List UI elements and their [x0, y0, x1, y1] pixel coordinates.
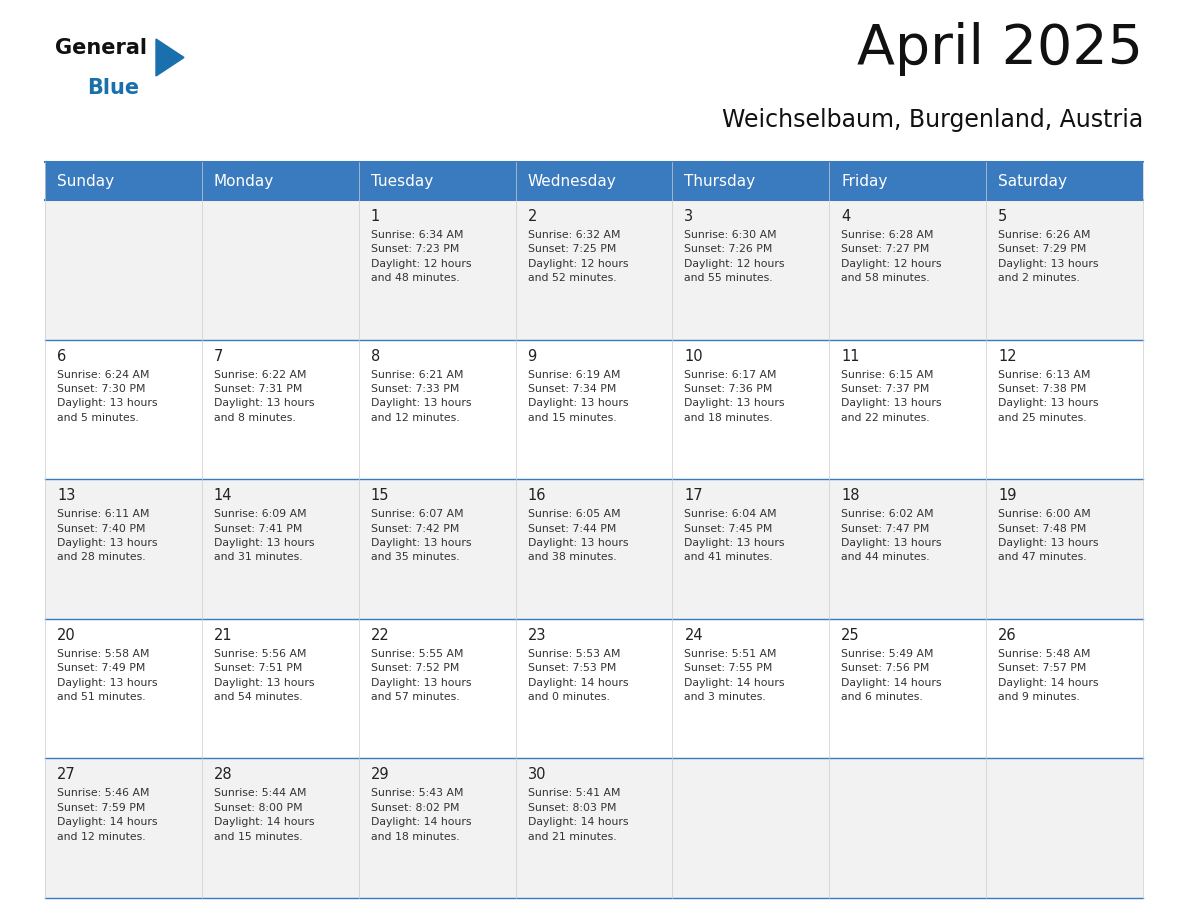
Text: Sunrise: 6:02 AM
Sunset: 7:47 PM
Daylight: 13 hours
and 44 minutes.: Sunrise: 6:02 AM Sunset: 7:47 PM Dayligh…	[841, 509, 942, 563]
Text: Sunrise: 5:55 AM
Sunset: 7:52 PM
Daylight: 13 hours
and 57 minutes.: Sunrise: 5:55 AM Sunset: 7:52 PM Dayligh…	[371, 649, 472, 702]
Text: 21: 21	[214, 628, 233, 643]
Text: 19: 19	[998, 488, 1017, 503]
Text: 5: 5	[998, 209, 1007, 224]
Polygon shape	[156, 39, 184, 76]
Text: 9: 9	[527, 349, 537, 364]
Text: Sunrise: 6:21 AM
Sunset: 7:33 PM
Daylight: 13 hours
and 12 minutes.: Sunrise: 6:21 AM Sunset: 7:33 PM Dayligh…	[371, 370, 472, 423]
Text: Weichselbaum, Burgenland, Austria: Weichselbaum, Burgenland, Austria	[722, 108, 1143, 132]
Bar	[45, 200, 1143, 340]
Text: Sunrise: 5:41 AM
Sunset: 8:03 PM
Daylight: 14 hours
and 21 minutes.: Sunrise: 5:41 AM Sunset: 8:03 PM Dayligh…	[527, 789, 628, 842]
Text: Blue: Blue	[87, 78, 139, 98]
Text: Sunrise: 5:53 AM
Sunset: 7:53 PM
Daylight: 14 hours
and 0 minutes.: Sunrise: 5:53 AM Sunset: 7:53 PM Dayligh…	[527, 649, 628, 702]
Text: Sunrise: 6:13 AM
Sunset: 7:38 PM
Daylight: 13 hours
and 25 minutes.: Sunrise: 6:13 AM Sunset: 7:38 PM Dayligh…	[998, 370, 1099, 423]
Text: Sunrise: 6:30 AM
Sunset: 7:26 PM
Daylight: 12 hours
and 55 minutes.: Sunrise: 6:30 AM Sunset: 7:26 PM Dayligh…	[684, 230, 785, 283]
Text: 3: 3	[684, 209, 694, 224]
Text: 1: 1	[371, 209, 380, 224]
Text: 28: 28	[214, 767, 233, 782]
Text: Sunrise: 6:28 AM
Sunset: 7:27 PM
Daylight: 12 hours
and 58 minutes.: Sunrise: 6:28 AM Sunset: 7:27 PM Dayligh…	[841, 230, 942, 283]
Text: Sunrise: 5:44 AM
Sunset: 8:00 PM
Daylight: 14 hours
and 15 minutes.: Sunrise: 5:44 AM Sunset: 8:00 PM Dayligh…	[214, 789, 315, 842]
Text: Sunrise: 6:07 AM
Sunset: 7:42 PM
Daylight: 13 hours
and 35 minutes.: Sunrise: 6:07 AM Sunset: 7:42 PM Dayligh…	[371, 509, 472, 563]
Text: 12: 12	[998, 349, 1017, 364]
Text: Sunrise: 6:26 AM
Sunset: 7:29 PM
Daylight: 13 hours
and 2 minutes.: Sunrise: 6:26 AM Sunset: 7:29 PM Dayligh…	[998, 230, 1099, 283]
Text: Sunrise: 5:56 AM
Sunset: 7:51 PM
Daylight: 13 hours
and 54 minutes.: Sunrise: 5:56 AM Sunset: 7:51 PM Dayligh…	[214, 649, 315, 702]
Text: Sunrise: 6:17 AM
Sunset: 7:36 PM
Daylight: 13 hours
and 18 minutes.: Sunrise: 6:17 AM Sunset: 7:36 PM Dayligh…	[684, 370, 785, 423]
Text: 18: 18	[841, 488, 860, 503]
Text: 26: 26	[998, 628, 1017, 643]
Bar	[45, 619, 1143, 758]
Text: Thursday: Thursday	[684, 174, 756, 188]
Text: Sunrise: 5:46 AM
Sunset: 7:59 PM
Daylight: 14 hours
and 12 minutes.: Sunrise: 5:46 AM Sunset: 7:59 PM Dayligh…	[57, 789, 158, 842]
Text: Sunrise: 6:32 AM
Sunset: 7:25 PM
Daylight: 12 hours
and 52 minutes.: Sunrise: 6:32 AM Sunset: 7:25 PM Dayligh…	[527, 230, 628, 283]
Text: 10: 10	[684, 349, 703, 364]
Text: Sunrise: 6:05 AM
Sunset: 7:44 PM
Daylight: 13 hours
and 38 minutes.: Sunrise: 6:05 AM Sunset: 7:44 PM Dayligh…	[527, 509, 628, 563]
Text: 22: 22	[371, 628, 390, 643]
Text: 30: 30	[527, 767, 546, 782]
Text: Sunrise: 6:15 AM
Sunset: 7:37 PM
Daylight: 13 hours
and 22 minutes.: Sunrise: 6:15 AM Sunset: 7:37 PM Dayligh…	[841, 370, 942, 423]
Text: Sunrise: 6:11 AM
Sunset: 7:40 PM
Daylight: 13 hours
and 28 minutes.: Sunrise: 6:11 AM Sunset: 7:40 PM Dayligh…	[57, 509, 158, 563]
Text: 13: 13	[57, 488, 75, 503]
Text: 6: 6	[57, 349, 67, 364]
Text: Sunrise: 6:04 AM
Sunset: 7:45 PM
Daylight: 13 hours
and 41 minutes.: Sunrise: 6:04 AM Sunset: 7:45 PM Dayligh…	[684, 509, 785, 563]
Text: 4: 4	[841, 209, 851, 224]
Bar	[45, 162, 1143, 200]
Text: Wednesday: Wednesday	[527, 174, 617, 188]
Text: 2: 2	[527, 209, 537, 224]
Text: Tuesday: Tuesday	[371, 174, 432, 188]
Text: Sunrise: 6:22 AM
Sunset: 7:31 PM
Daylight: 13 hours
and 8 minutes.: Sunrise: 6:22 AM Sunset: 7:31 PM Dayligh…	[214, 370, 315, 423]
Bar	[45, 479, 1143, 619]
Text: Sunrise: 5:58 AM
Sunset: 7:49 PM
Daylight: 13 hours
and 51 minutes.: Sunrise: 5:58 AM Sunset: 7:49 PM Dayligh…	[57, 649, 158, 702]
Text: 16: 16	[527, 488, 546, 503]
Text: Saturday: Saturday	[998, 174, 1067, 188]
Text: Sunrise: 6:19 AM
Sunset: 7:34 PM
Daylight: 13 hours
and 15 minutes.: Sunrise: 6:19 AM Sunset: 7:34 PM Dayligh…	[527, 370, 628, 423]
Text: Sunrise: 5:49 AM
Sunset: 7:56 PM
Daylight: 14 hours
and 6 minutes.: Sunrise: 5:49 AM Sunset: 7:56 PM Dayligh…	[841, 649, 942, 702]
Text: 24: 24	[684, 628, 703, 643]
Text: 25: 25	[841, 628, 860, 643]
Text: 7: 7	[214, 349, 223, 364]
Bar	[45, 758, 1143, 898]
Text: Sunrise: 6:00 AM
Sunset: 7:48 PM
Daylight: 13 hours
and 47 minutes.: Sunrise: 6:00 AM Sunset: 7:48 PM Dayligh…	[998, 509, 1099, 563]
Text: 29: 29	[371, 767, 390, 782]
Text: Sunrise: 5:51 AM
Sunset: 7:55 PM
Daylight: 14 hours
and 3 minutes.: Sunrise: 5:51 AM Sunset: 7:55 PM Dayligh…	[684, 649, 785, 702]
Text: Friday: Friday	[841, 174, 887, 188]
Text: Sunrise: 6:24 AM
Sunset: 7:30 PM
Daylight: 13 hours
and 5 minutes.: Sunrise: 6:24 AM Sunset: 7:30 PM Dayligh…	[57, 370, 158, 423]
Text: 17: 17	[684, 488, 703, 503]
Text: April 2025: April 2025	[857, 22, 1143, 76]
Text: Sunday: Sunday	[57, 174, 114, 188]
Text: 23: 23	[527, 628, 546, 643]
Text: 20: 20	[57, 628, 76, 643]
Text: 15: 15	[371, 488, 390, 503]
Text: Sunrise: 6:34 AM
Sunset: 7:23 PM
Daylight: 12 hours
and 48 minutes.: Sunrise: 6:34 AM Sunset: 7:23 PM Dayligh…	[371, 230, 472, 283]
Text: Sunrise: 6:09 AM
Sunset: 7:41 PM
Daylight: 13 hours
and 31 minutes.: Sunrise: 6:09 AM Sunset: 7:41 PM Dayligh…	[214, 509, 315, 563]
Text: Sunrise: 5:43 AM
Sunset: 8:02 PM
Daylight: 14 hours
and 18 minutes.: Sunrise: 5:43 AM Sunset: 8:02 PM Dayligh…	[371, 789, 472, 842]
Text: General: General	[55, 38, 147, 58]
Text: Sunrise: 5:48 AM
Sunset: 7:57 PM
Daylight: 14 hours
and 9 minutes.: Sunrise: 5:48 AM Sunset: 7:57 PM Dayligh…	[998, 649, 1099, 702]
Text: 11: 11	[841, 349, 860, 364]
Text: 27: 27	[57, 767, 76, 782]
Text: Monday: Monday	[214, 174, 274, 188]
Text: 14: 14	[214, 488, 233, 503]
Bar	[45, 340, 1143, 479]
Text: 8: 8	[371, 349, 380, 364]
